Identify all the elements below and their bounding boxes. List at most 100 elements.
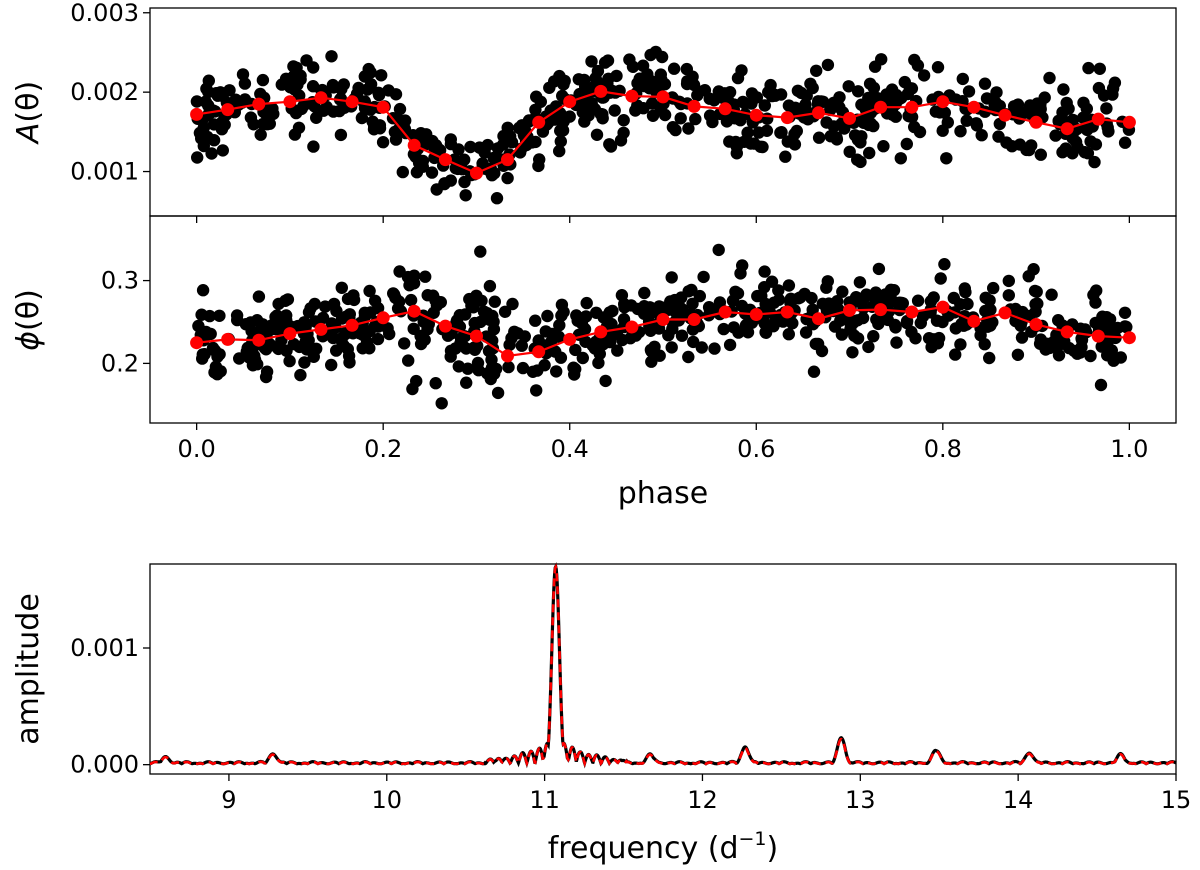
data-point — [468, 343, 482, 356]
data-point — [252, 290, 266, 303]
data-point — [758, 265, 771, 278]
data-point — [1045, 288, 1058, 301]
data-point — [529, 314, 542, 327]
data-point — [726, 294, 740, 307]
binned-mean-point — [532, 115, 546, 129]
x-tick-label: 10 — [371, 786, 402, 814]
data-point — [782, 328, 795, 341]
data-point — [872, 317, 885, 331]
binned-mean-point — [998, 108, 1012, 122]
data-point — [720, 115, 734, 128]
data-point — [908, 120, 921, 134]
binned-mean-point — [376, 311, 390, 325]
x-tick-label: 0.2 — [364, 435, 402, 463]
data-point — [444, 133, 457, 146]
data-point — [1022, 143, 1036, 157]
data-point — [596, 108, 609, 121]
data-point — [334, 128, 348, 142]
data-point — [193, 126, 207, 140]
data-point — [406, 129, 420, 142]
binned-mean-point — [190, 336, 204, 350]
data-point — [291, 78, 304, 91]
binned-mean-point — [656, 313, 670, 326]
data-point — [603, 335, 617, 349]
data-point — [557, 305, 570, 319]
data-point — [244, 111, 258, 124]
data-point — [383, 327, 396, 341]
data-point — [736, 259, 749, 272]
y-tick-label: 0.001 — [70, 158, 139, 186]
x-tick-label: 9 — [221, 786, 236, 814]
data-point — [256, 73, 270, 87]
data-point — [335, 281, 348, 294]
data-point — [191, 151, 204, 164]
data-point — [375, 69, 388, 82]
binned-mean-point — [780, 305, 794, 319]
data-point — [454, 336, 467, 350]
data-point — [1056, 146, 1069, 159]
data-point — [358, 70, 371, 83]
data-point — [599, 374, 612, 388]
data-point — [1088, 155, 1101, 169]
data-point — [371, 332, 385, 346]
data-point — [402, 354, 415, 367]
data-point — [723, 338, 737, 352]
data-point — [1005, 140, 1019, 153]
data-point — [729, 135, 742, 149]
binned-mean-point — [1122, 115, 1136, 129]
data-point — [905, 325, 918, 339]
data-point — [617, 114, 630, 127]
data-point — [618, 297, 631, 311]
data-point — [1011, 348, 1025, 361]
data-point — [806, 81, 819, 95]
data-point — [398, 337, 411, 350]
data-point — [1108, 76, 1122, 89]
data-point — [1078, 146, 1092, 159]
binned-mean-point — [283, 95, 297, 109]
data-point — [553, 69, 566, 83]
data-point — [807, 365, 821, 378]
data-point — [364, 306, 377, 319]
data-point — [1118, 136, 1132, 149]
data-point — [993, 99, 1006, 113]
amplitude-binned-line — [190, 84, 1136, 180]
data-point — [304, 302, 317, 315]
data-point — [293, 340, 306, 354]
data-point — [835, 328, 849, 341]
data-point — [987, 281, 1000, 295]
data-point — [934, 272, 947, 285]
data-point — [772, 293, 786, 306]
binned-mean-point — [1091, 329, 1105, 343]
data-point — [760, 124, 774, 137]
data-point — [930, 314, 944, 327]
data-point — [958, 282, 971, 295]
data-point — [636, 59, 650, 72]
data-point — [1118, 306, 1132, 319]
data-point — [260, 108, 273, 121]
x-tick-label: 0.6 — [737, 435, 775, 463]
data-point — [1052, 114, 1065, 128]
binned-mean-point — [843, 303, 856, 317]
data-point — [202, 74, 215, 87]
data-point — [202, 85, 215, 99]
data-point — [911, 59, 925, 72]
data-point — [1041, 337, 1054, 350]
data-point — [1080, 326, 1093, 339]
data-point — [393, 265, 406, 278]
data-point — [464, 140, 477, 154]
data-point — [541, 309, 554, 323]
binned-mean-point — [501, 349, 514, 363]
data-point — [238, 93, 252, 106]
y-tick-label: 0.3 — [101, 267, 139, 295]
data-point — [491, 386, 505, 400]
data-point — [638, 286, 651, 300]
binned-mean-point — [749, 108, 763, 122]
data-point — [450, 317, 463, 330]
data-point — [506, 297, 519, 311]
binned-mean-point — [407, 138, 421, 152]
data-point — [1100, 102, 1113, 115]
data-point — [867, 330, 880, 343]
data-point — [569, 362, 582, 376]
data-point — [812, 131, 826, 144]
